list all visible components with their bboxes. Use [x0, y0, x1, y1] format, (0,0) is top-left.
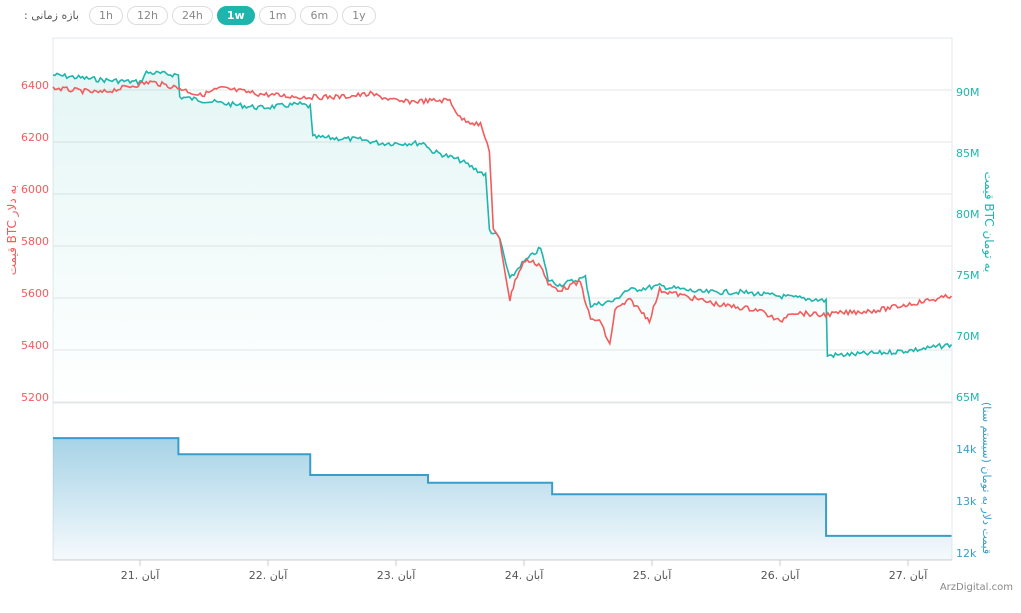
x-tick-label: 25. آبان: [633, 568, 672, 582]
left-tick-label: 6200: [21, 131, 49, 144]
x-tick-label: 24. آبان: [505, 568, 544, 582]
x-tick-label: 27. آبان: [889, 568, 928, 582]
right-top-tick-label: 85M: [956, 147, 980, 160]
left-axis-title: قیمت BTC به دلار: [5, 185, 20, 276]
right-top-axis-title: قیمت BTC به تومان: [981, 172, 996, 273]
range-12h-button[interactable]: 12h: [126, 6, 168, 25]
range-6m-button[interactable]: 6m: [300, 6, 339, 25]
btc-toman-line: [52, 69, 953, 359]
x-tick-label: 22. آبان: [249, 568, 288, 582]
x-tick-label: 26. آبان: [761, 568, 800, 582]
range-24h-button[interactable]: 24h: [171, 6, 213, 25]
right-top-tick-label: 65M: [956, 391, 980, 404]
range-1y-button[interactable]: 1y: [342, 6, 376, 25]
left-tick-label: 5600: [21, 287, 49, 300]
range-1h-button[interactable]: 1h: [88, 6, 123, 25]
left-tick-label: 5200: [21, 391, 49, 404]
range-1w-button[interactable]: 1w: [216, 6, 255, 25]
right-top-tick-label: 90M: [956, 86, 980, 99]
right-bottom-tick-label: 13k: [956, 495, 977, 508]
watermark: ArzDigital.com: [939, 582, 1013, 593]
left-tick-label: 5400: [21, 339, 49, 352]
left-tick-label: 6000: [21, 183, 49, 196]
dollar-toman-step-line: [53, 437, 952, 537]
right-top-tick-label: 80M: [956, 208, 980, 221]
toman-area-fill: [53, 71, 952, 403]
dollar-toman-area-fill: [53, 438, 952, 560]
range-1m-button[interactable]: 1m: [258, 6, 297, 25]
x-tick-label: 23. آبان: [377, 568, 416, 582]
right-bottom-axis-title: قیمت دلار به تومان (سیستم سنا): [980, 402, 993, 554]
right-top-tick-label: 70M: [956, 330, 980, 343]
range-selector: : بازه زمانی 1h 12h 24h 1w 1m 6m 1y: [24, 6, 376, 25]
right-bottom-tick-label: 14k: [956, 443, 977, 456]
right-top-tick-label: 75M: [956, 269, 980, 282]
x-tick-label: 21. آبان: [121, 568, 160, 582]
left-tick-label: 6400: [21, 79, 49, 92]
left-tick-label: 5800: [21, 235, 49, 248]
range-label: : بازه زمانی: [24, 9, 79, 22]
right-bottom-tick-label: 12k: [956, 547, 977, 560]
btc-usd-line: [52, 80, 953, 347]
